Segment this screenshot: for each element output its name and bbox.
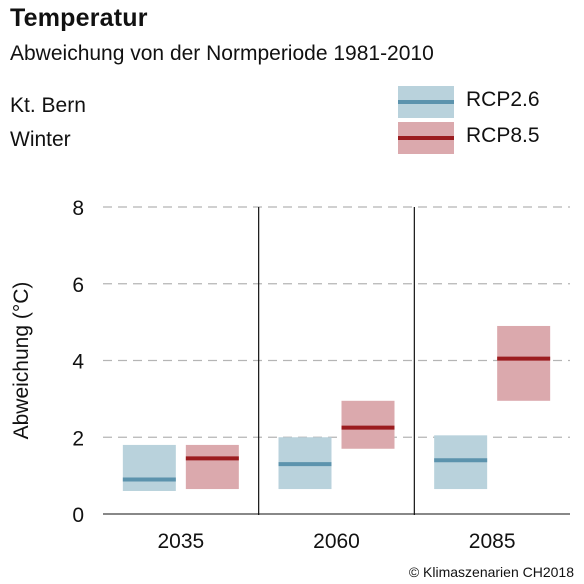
y-tick-label-0: 0 (72, 504, 84, 527)
legend-line-rcp26 (398, 100, 454, 104)
range-box-rcp85-2060 (341, 400, 395, 449)
y-tick-label-4: 4 (72, 351, 84, 374)
legend-line-rcp85 (398, 136, 454, 140)
season-label: Winter (10, 128, 71, 151)
y-tick-label-8: 8 (72, 197, 84, 220)
range-box-rcp26-2035 (122, 444, 176, 491)
y-axis-label: Abweichung (°C) (10, 282, 33, 440)
chart-subtitle: Abweichung von der Normperiode 1981-2010 (10, 42, 434, 65)
range-box-rcp85-2085 (497, 325, 551, 401)
range-box-rcp85-2035 (185, 444, 239, 490)
x-tick-label-2085: 2085 (469, 530, 516, 553)
copyright-notice: © Klimaszenarien CH2018 (408, 564, 574, 580)
x-tick-label-2035: 2035 (157, 530, 204, 553)
y-tick-label-2: 2 (72, 427, 84, 450)
chart-title: Temperatur (10, 4, 148, 32)
legend-label-rcp26: RCP2.6 (466, 88, 540, 111)
x-tick-label-2060: 2060 (313, 530, 360, 553)
region-label: Kt. Bern (10, 94, 86, 117)
legend-label-rcp85: RCP8.5 (466, 124, 540, 147)
y-tick-label-6: 6 (72, 274, 84, 297)
